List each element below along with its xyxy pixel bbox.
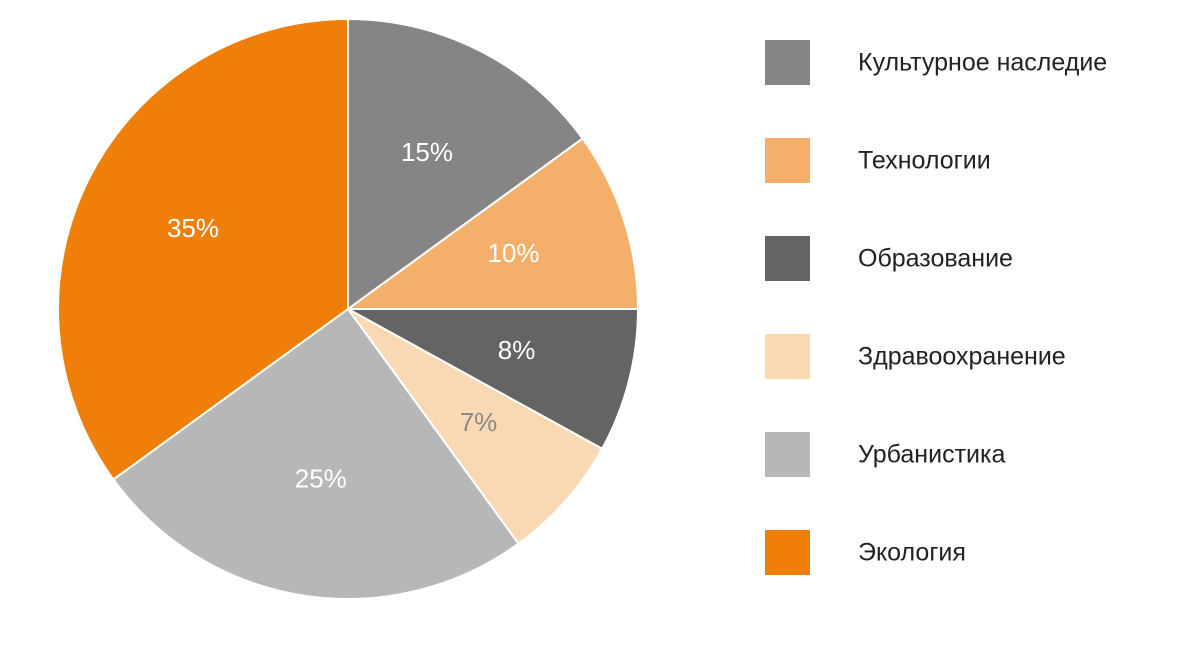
pie-slice <box>347 308 640 451</box>
legend-swatch <box>765 138 810 183</box>
slice-label: 35% <box>167 213 219 243</box>
legend-label: Образование <box>858 245 1013 273</box>
pie-slice <box>347 17 585 311</box>
legend-swatch <box>765 530 810 575</box>
legend-swatch <box>765 236 810 281</box>
legend-label: Здравоохранение <box>858 343 1066 371</box>
pie-slice <box>111 307 520 600</box>
pie-slice <box>57 17 349 481</box>
legend-label: Культурное наследие <box>858 49 1107 77</box>
slice-label: 15% <box>401 137 453 167</box>
legend-label: Экология <box>858 539 966 567</box>
legend-swatch <box>765 40 810 85</box>
slice-label: 7% <box>460 407 498 437</box>
legend-label: Урбанистика <box>858 441 1005 469</box>
legend-swatch <box>765 334 810 379</box>
pie-slice <box>344 137 640 310</box>
legend-label: Технологии <box>858 147 991 175</box>
slice-label: 10% <box>487 238 539 268</box>
slice-label: 8% <box>498 335 536 365</box>
slice-label: 25% <box>295 464 347 494</box>
legend-swatch <box>765 432 810 477</box>
pie-slice <box>347 308 604 546</box>
